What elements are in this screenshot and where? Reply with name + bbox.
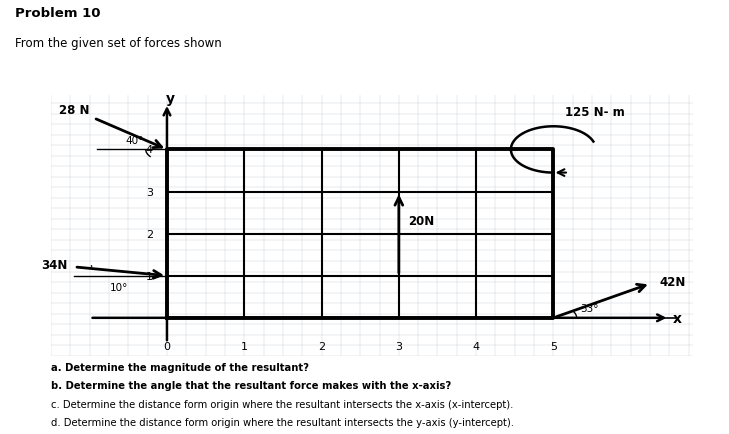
Text: 10°: 10° [110,283,128,293]
Text: 1: 1 [146,271,153,281]
Text: c. Determine the distance form origin where the resultant intersects the x-axis : c. Determine the distance form origin wh… [51,399,513,409]
Text: b. Determine the angle that the resultant force makes with the x-axis?: b. Determine the angle that the resultan… [51,381,451,391]
Text: 42N: 42N [660,275,686,288]
Text: 125 N- m: 125 N- m [565,105,625,118]
Text: 0: 0 [163,341,171,351]
Text: 3: 3 [146,187,153,197]
Text: 4: 4 [472,341,480,351]
Text: 1: 1 [241,341,248,351]
Text: y: y [166,92,176,106]
Text: 2: 2 [146,229,153,239]
Text: d. Determine the distance form origin where the resultant intersects the y-axis : d. Determine the distance form origin wh… [51,417,514,427]
Text: 40°: 40° [125,136,144,146]
Text: 33°: 33° [580,303,599,313]
Text: Problem 10: Problem 10 [15,7,100,20]
Text: 28 N: 28 N [59,104,90,116]
Text: a. Determine the magnitude of the resultant?: a. Determine the magnitude of the result… [51,362,309,372]
Text: 20N: 20N [408,215,434,228]
Text: 4: 4 [146,145,153,155]
Text: From the given set of forces shown: From the given set of forces shown [15,37,222,50]
Text: 34N: 34N [42,259,68,272]
Text: x: x [673,311,682,325]
Text: 5: 5 [550,341,557,351]
Text: 3: 3 [395,341,402,351]
Text: 2: 2 [318,341,325,351]
